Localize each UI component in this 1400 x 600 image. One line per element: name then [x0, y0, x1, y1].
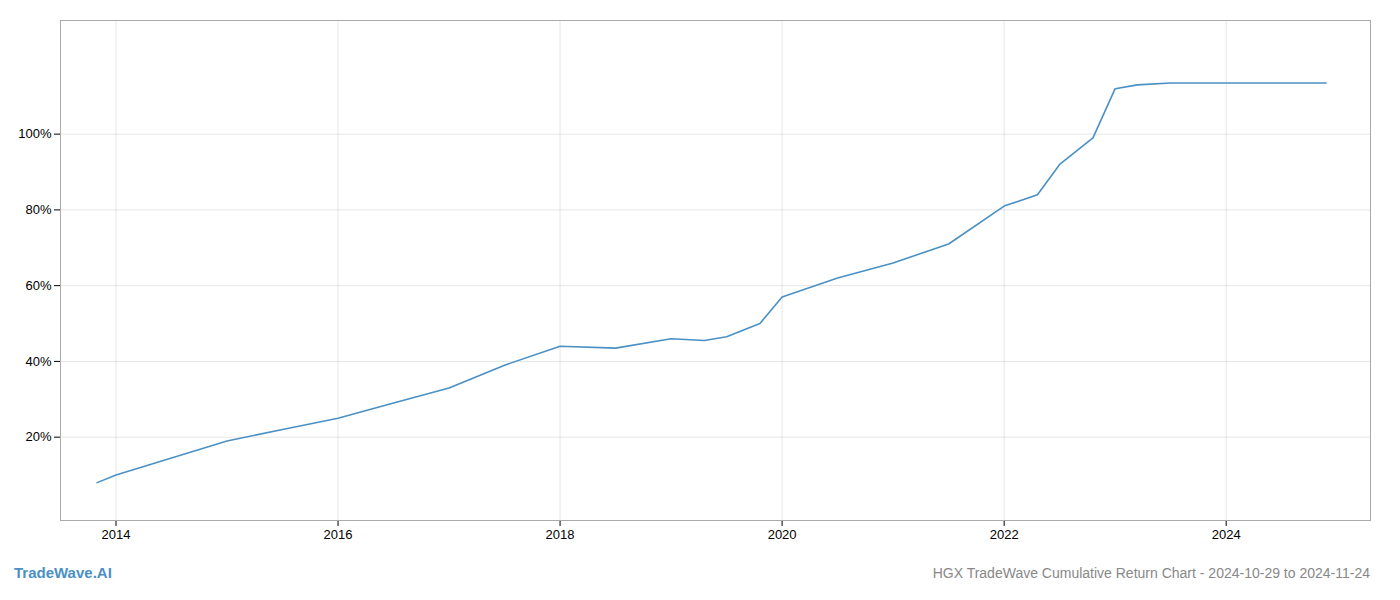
svg-text:2022: 2022 [990, 527, 1019, 542]
html-text:TradeWave.AI: TradeWave.AI [14, 564, 112, 581]
html-text:HGX TradeWave Cumulative Retur: HGX TradeWave Cumulative Return Chart - … [932, 565, 1370, 581]
svg-text:2014: 2014 [102, 527, 131, 542]
svg-text:40%: 40% [25, 354, 51, 369]
svg-text:2020: 2020 [768, 527, 797, 542]
svg-text:2018: 2018 [546, 527, 575, 542]
svg-text:100%: 100% [18, 126, 52, 141]
svg-text:20%: 20% [25, 429, 51, 444]
svg-text:2016: 2016 [324, 527, 353, 542]
svg-text:2024: 2024 [1212, 527, 1241, 542]
svg-text:60%: 60% [25, 278, 51, 293]
svg-text:80%: 80% [25, 202, 51, 217]
